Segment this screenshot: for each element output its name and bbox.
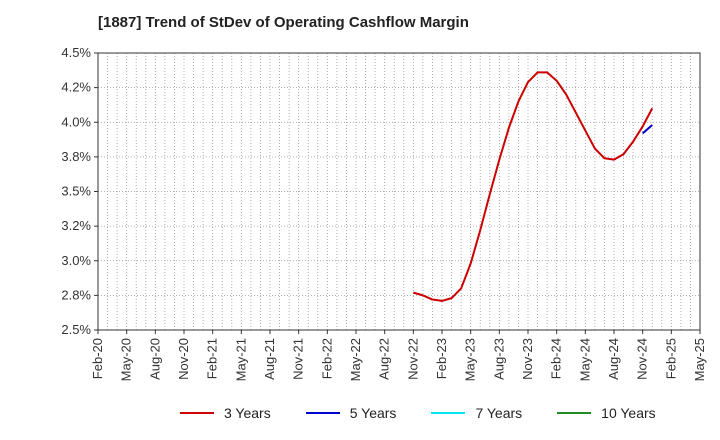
series-line-3-years bbox=[413, 71, 654, 302]
x-tick-label: Nov-22 bbox=[405, 338, 420, 380]
x-tick-label: Feb-22 bbox=[319, 338, 334, 379]
x-tick-label: Feb-24 bbox=[549, 338, 564, 379]
y-tick-label: 3.5% bbox=[61, 184, 91, 199]
y-tick-label: 3.0% bbox=[61, 253, 91, 268]
x-tick-label: May-24 bbox=[577, 338, 592, 381]
x-tick-label: Nov-23 bbox=[520, 338, 535, 380]
legend-label-5-years: 5 Years bbox=[349, 405, 397, 421]
y-tick-label: 3.8% bbox=[61, 149, 91, 164]
x-tick-label: Aug-24 bbox=[606, 338, 621, 380]
chart-title: [1887] Trend of StDev of Operating Cashf… bbox=[98, 14, 469, 31]
legend-swatch-5-years bbox=[305, 412, 340, 414]
legend-item-5-years: 5 Years bbox=[305, 405, 397, 421]
legend-swatch-3-years bbox=[180, 412, 214, 414]
x-tick-label: Feb-20 bbox=[90, 338, 105, 379]
y-tick-label: 4.5% bbox=[61, 45, 91, 60]
legend-label-3-years: 3 Years bbox=[224, 405, 271, 421]
x-tick-label: May-21 bbox=[233, 338, 248, 381]
x-tick-label: Nov-20 bbox=[176, 338, 191, 380]
x-tick-label: Feb-21 bbox=[205, 338, 220, 379]
x-tick-label: May-20 bbox=[119, 338, 134, 381]
legend-swatch-10-years bbox=[557, 412, 592, 414]
legend-item-3-years: 3 Years bbox=[180, 405, 271, 421]
x-tick-label: Feb-23 bbox=[434, 338, 449, 379]
y-tick-label: 2.8% bbox=[61, 287, 91, 302]
y-tick-label: 4.0% bbox=[61, 114, 91, 129]
legend-label-7-years: 7 Years bbox=[475, 405, 523, 421]
series-line-5-years bbox=[642, 124, 653, 135]
y-tick-label: 3.2% bbox=[61, 218, 91, 233]
x-tick-label: Aug-22 bbox=[377, 338, 392, 380]
y-tick-label: 4.2% bbox=[61, 80, 91, 95]
chart-legend: 3 Years 5 Years 7 Years 10 Years bbox=[180, 405, 691, 421]
x-tick-label: May-25 bbox=[692, 338, 707, 381]
x-tick-label: May-23 bbox=[463, 338, 478, 381]
x-tick-label: Aug-21 bbox=[262, 338, 277, 380]
x-tick-label: Nov-24 bbox=[635, 338, 650, 380]
legend-label-10-years: 10 Years bbox=[601, 405, 656, 421]
legend-item-7-years: 7 Years bbox=[431, 405, 522, 421]
x-tick-label: Feb-25 bbox=[663, 338, 678, 379]
legend-item-10-years: 10 Years bbox=[557, 405, 656, 421]
x-tick-label: Aug-23 bbox=[491, 338, 506, 380]
legend-swatch-7-years bbox=[431, 412, 466, 414]
x-tick-label: May-22 bbox=[348, 338, 363, 381]
x-tick-label: Nov-21 bbox=[291, 338, 306, 380]
y-tick-label: 2.5% bbox=[61, 322, 91, 337]
x-tick-label: Aug-20 bbox=[147, 338, 162, 380]
plot-frame bbox=[97, 52, 701, 331]
